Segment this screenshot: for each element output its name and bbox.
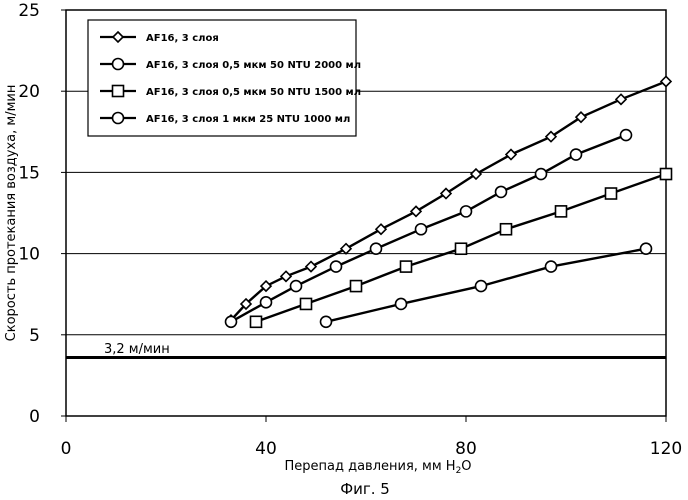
legend-label: AF16, 3 слоя 1 мкм 25 NTU 1000 мл: [146, 114, 350, 125]
legend-entry: AF16, 3 слоя: [100, 32, 219, 44]
data-point: [331, 261, 342, 272]
data-point: [396, 298, 407, 309]
y-tick-label: 10: [18, 245, 40, 265]
y-axis-label: Скорость протекания воздуха, м/мин: [4, 85, 19, 342]
data-point: [321, 316, 332, 327]
data-point: [401, 261, 412, 272]
y-tick-label: 20: [18, 82, 40, 102]
y-tick-label: 25: [18, 1, 40, 21]
x-axis-label: Перепад давления, мм H2O: [284, 459, 471, 476]
data-point: [556, 206, 567, 217]
x-tick-label: 0: [61, 439, 72, 459]
y-tick-label: 15: [18, 163, 40, 183]
data-point: [226, 316, 237, 327]
data-point: [501, 224, 512, 235]
y-tick-label: 5: [29, 326, 40, 346]
y-axis-ticks: 0 5 10 15 20 25: [18, 1, 66, 427]
legend: AF16, 3 слоя AF16, 3 слоя 0,5 мкм 50 NTU …: [88, 20, 361, 136]
reference-line-label: 3,2 м/мин: [104, 342, 170, 357]
legend-marker: [113, 86, 124, 97]
legend-marker: [113, 113, 124, 124]
data-point: [641, 243, 652, 254]
x-axis-label-main: Перепад давления, мм H: [284, 459, 455, 474]
figure-caption: Фиг. 5: [340, 480, 390, 498]
data-point: [496, 186, 507, 197]
data-point: [621, 130, 632, 141]
data-point: [606, 188, 617, 199]
legend-label: AF16, 3 слоя 0,5 мкм 50 NTU 1500 мл: [146, 87, 361, 98]
x-tick-label: 40: [255, 439, 277, 459]
data-point: [371, 243, 382, 254]
data-point: [661, 169, 672, 180]
y-tick-label: 0: [29, 407, 40, 427]
legend-label: AF16, 3 слоя: [146, 33, 219, 44]
data-point: [536, 169, 547, 180]
legend-label: AF16, 3 слоя 0,5 мкм 50 NTU 2000 мл: [146, 60, 361, 71]
data-point: [261, 297, 272, 308]
data-point: [351, 281, 362, 292]
data-point: [301, 298, 312, 309]
data-point: [416, 224, 427, 235]
data-point: [571, 149, 582, 160]
x-tick-label: 80: [455, 439, 477, 459]
legend-marker: [113, 59, 124, 70]
data-point: [456, 243, 467, 254]
x-axis-label-end: O: [461, 459, 471, 474]
x-axis-ticks: 0 40 80 120: [61, 416, 683, 459]
data-point: [546, 261, 557, 272]
data-point: [461, 206, 472, 217]
data-point: [251, 316, 262, 327]
data-point: [291, 281, 302, 292]
x-tick-label: 120: [650, 439, 682, 459]
data-point: [476, 281, 487, 292]
